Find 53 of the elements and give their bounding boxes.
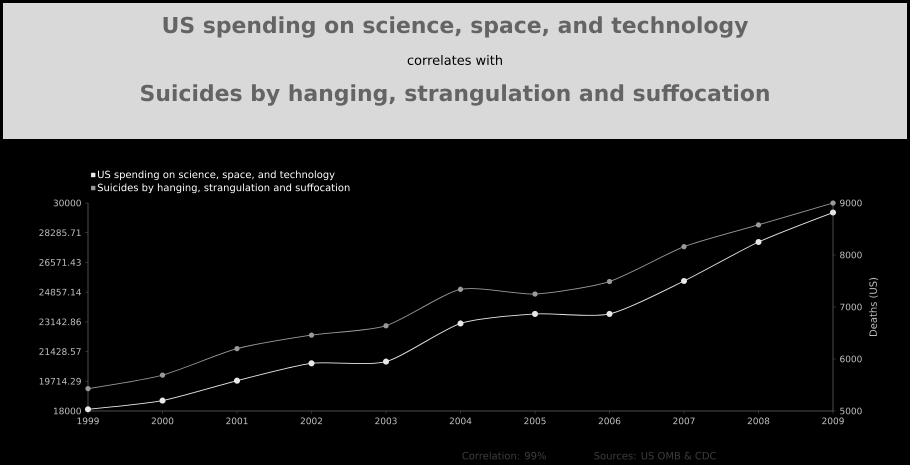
source-note: Sources: US OMB & CDC bbox=[594, 452, 716, 460]
point bbox=[383, 323, 389, 328]
chart-subtitle: correlates with bbox=[408, 54, 502, 66]
point bbox=[532, 291, 538, 297]
x-tick-label: 2006 bbox=[598, 418, 620, 424]
y-tick-label: 23142.86 bbox=[39, 318, 81, 326]
point bbox=[532, 310, 538, 317]
x-tick-label: 2005 bbox=[524, 418, 546, 424]
y2-axis-title: Deaths (US) bbox=[869, 278, 878, 336]
x-tick-label: 2008 bbox=[748, 418, 770, 424]
x-tick-label: 1999 bbox=[78, 418, 99, 424]
y-tick-label: 21428.57 bbox=[39, 348, 81, 355]
y-tick-label: 24857.14 bbox=[39, 288, 81, 296]
y-tick-label: 28285.71 bbox=[39, 229, 81, 236]
y-tick-label: 18000 bbox=[54, 408, 81, 414]
point bbox=[755, 238, 762, 246]
point bbox=[234, 346, 240, 352]
y-tick-label: 30000 bbox=[54, 200, 81, 206]
x-tick-label: 2002 bbox=[300, 418, 322, 424]
y-tick-label: 19714.29 bbox=[40, 378, 81, 385]
point bbox=[457, 320, 464, 327]
legend-label: Suicides by hanging, strangulation and suffocation bbox=[98, 184, 350, 194]
chart-title: US spending on science, space, and technology bbox=[164, 16, 748, 38]
x-tick-label: 2007 bbox=[673, 418, 695, 424]
point bbox=[308, 360, 315, 366]
x-tick-label: 2009 bbox=[822, 418, 844, 424]
point bbox=[680, 278, 688, 284]
y2-tick-label: 5000 bbox=[840, 408, 862, 414]
point bbox=[159, 398, 166, 404]
x-tick-label: 2001 bbox=[226, 418, 248, 424]
point bbox=[830, 200, 836, 206]
point bbox=[85, 386, 91, 392]
point bbox=[681, 244, 687, 250]
legend-label: US spending on science, space, and technology bbox=[98, 170, 335, 180]
y2-tick-label: 8000 bbox=[840, 252, 862, 258]
point bbox=[308, 332, 314, 338]
text: Suicides by hanging, strangulation and suffocation bbox=[141, 84, 769, 106]
x-tick-label: 2003 bbox=[375, 418, 397, 424]
point bbox=[84, 406, 92, 412]
point bbox=[234, 378, 240, 384]
text: Correlation: 99% bbox=[462, 452, 546, 460]
x-tick-label: 2000 bbox=[152, 418, 174, 424]
y-tick-label: 26571.43 bbox=[39, 259, 81, 266]
point bbox=[756, 222, 762, 228]
point bbox=[458, 286, 464, 292]
y2-tick-label: 7000 bbox=[840, 304, 862, 310]
y2-tick-label: 9000 bbox=[840, 200, 862, 206]
x-tick-label: 2004 bbox=[450, 418, 472, 424]
point bbox=[606, 278, 612, 284]
point bbox=[606, 310, 613, 317]
point bbox=[382, 358, 390, 365]
point bbox=[160, 372, 166, 378]
y2-tick-label: 6000 bbox=[840, 356, 862, 362]
